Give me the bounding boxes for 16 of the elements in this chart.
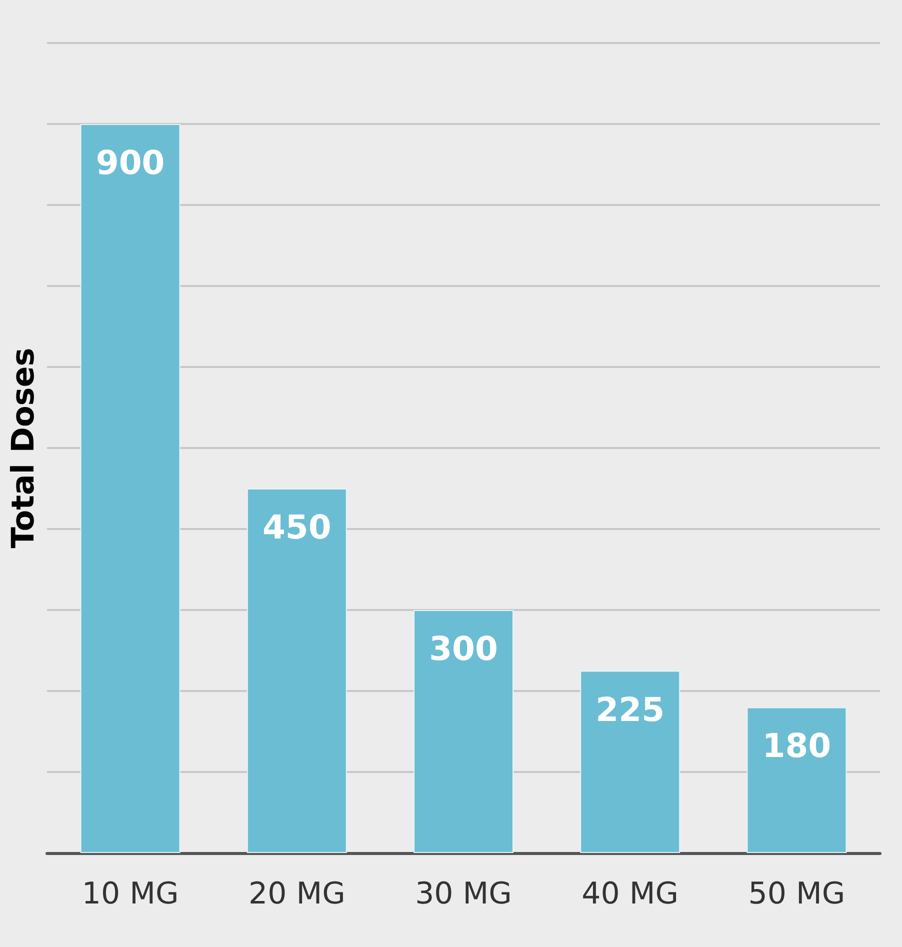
data-label: 180: [762, 726, 832, 766]
bar: [580, 670, 680, 853]
x-tick-label: 30 MG: [415, 876, 512, 912]
y-axis-title: Total Doses: [6, 348, 42, 548]
x-tick-label: 40 MG: [582, 876, 679, 912]
bar: [246, 488, 347, 853]
x-tick-label: 10 MG: [82, 876, 179, 912]
data-label: 300: [429, 629, 498, 668]
x-tick-label: 50 MG: [748, 876, 846, 912]
data-label: 225: [596, 690, 665, 729]
bar: [80, 124, 180, 853]
x-tick-label: 20 MG: [248, 876, 346, 912]
bar: [414, 610, 514, 853]
data-label: 450: [262, 508, 332, 546]
data-label: 900: [96, 143, 165, 182]
bar: [746, 707, 847, 853]
